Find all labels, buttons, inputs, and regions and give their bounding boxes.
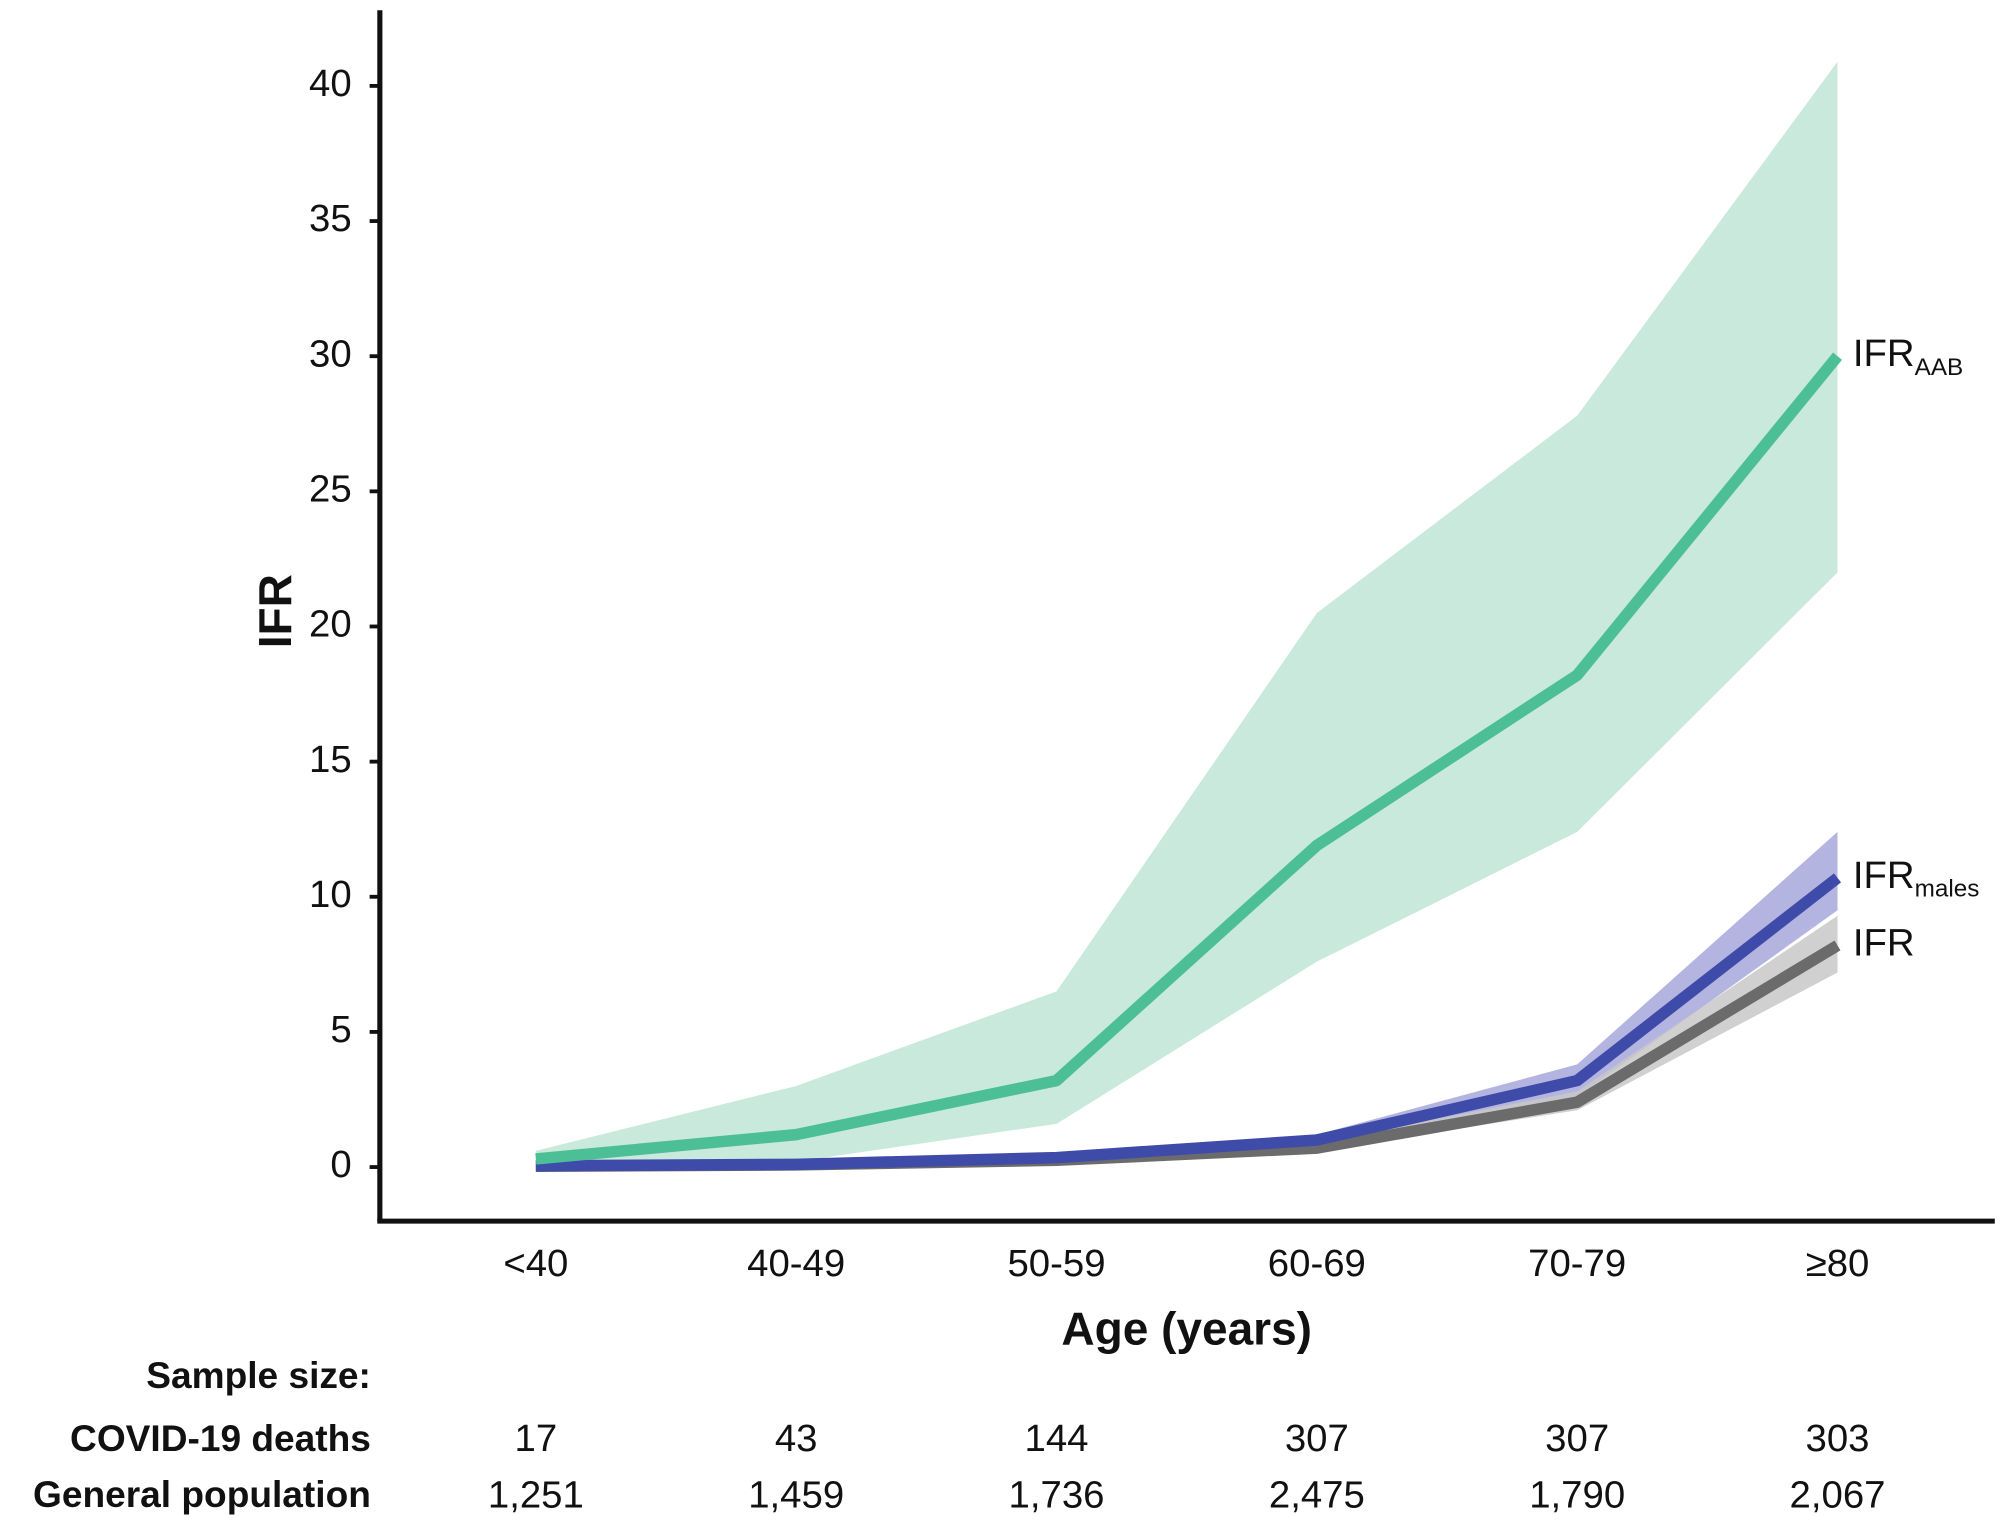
y-tick-label: 5 (330, 1008, 351, 1051)
series-label-sub: males (1915, 876, 1980, 903)
series-label: IFRmales (1853, 854, 1980, 903)
y-tick-label: 0 (330, 1143, 351, 1186)
series-line (535, 352, 1842, 1165)
x-tick-label: 60-69 (1268, 1242, 1366, 1285)
x-axis-label: Age (years) (1061, 1303, 1312, 1355)
table-cell: 1,790 (1529, 1473, 1625, 1516)
y-tick-label: 40 (309, 62, 352, 105)
table-cell: 17 (515, 1417, 558, 1460)
table-cell: 303 (1806, 1417, 1870, 1460)
series-label-main: IFR (1853, 922, 1915, 965)
table-cell: 2,067 (1790, 1473, 1886, 1516)
table-row-label: General population (33, 1473, 371, 1515)
series-label: IFRAAB (1853, 332, 1963, 381)
x-tick-label: 40-49 (747, 1242, 845, 1285)
series-line (535, 873, 1842, 1172)
series-label-main: IFR (1853, 332, 1915, 375)
confidence-band (535, 61, 1838, 1165)
table-title: Sample size: (146, 1354, 371, 1396)
table-cell: 43 (775, 1417, 818, 1460)
table-cell: 1,251 (488, 1473, 584, 1516)
y-tick-label: 15 (309, 738, 352, 781)
x-tick-label: <40 (503, 1242, 568, 1285)
table-cell: 307 (1545, 1417, 1609, 1460)
series-label-main: IFR (1853, 854, 1915, 897)
y-tick-label: 20 (309, 603, 352, 646)
table-cell: 144 (1025, 1417, 1089, 1460)
x-tick-label: 50-59 (1007, 1242, 1105, 1285)
x-tick-label: ≥80 (1806, 1242, 1870, 1285)
y-tick-label: 35 (309, 197, 352, 240)
series-label: IFR (1853, 922, 1915, 965)
table-cell: 1,736 (1009, 1473, 1105, 1516)
x-tick-label: 70-79 (1528, 1242, 1626, 1285)
y-axis-label: IFR (249, 574, 301, 648)
confidence-band (535, 831, 1838, 1167)
table-cell: 2,475 (1269, 1473, 1365, 1516)
table-cell: 1,459 (748, 1473, 844, 1516)
table-cell: 307 (1285, 1417, 1349, 1460)
series-label-sub: AAB (1915, 354, 1964, 381)
y-tick-label: 30 (309, 332, 352, 375)
y-tick-label: 25 (309, 467, 352, 510)
table-row-label: COVID-19 deaths (70, 1417, 371, 1459)
y-tick-label: 10 (309, 873, 352, 916)
